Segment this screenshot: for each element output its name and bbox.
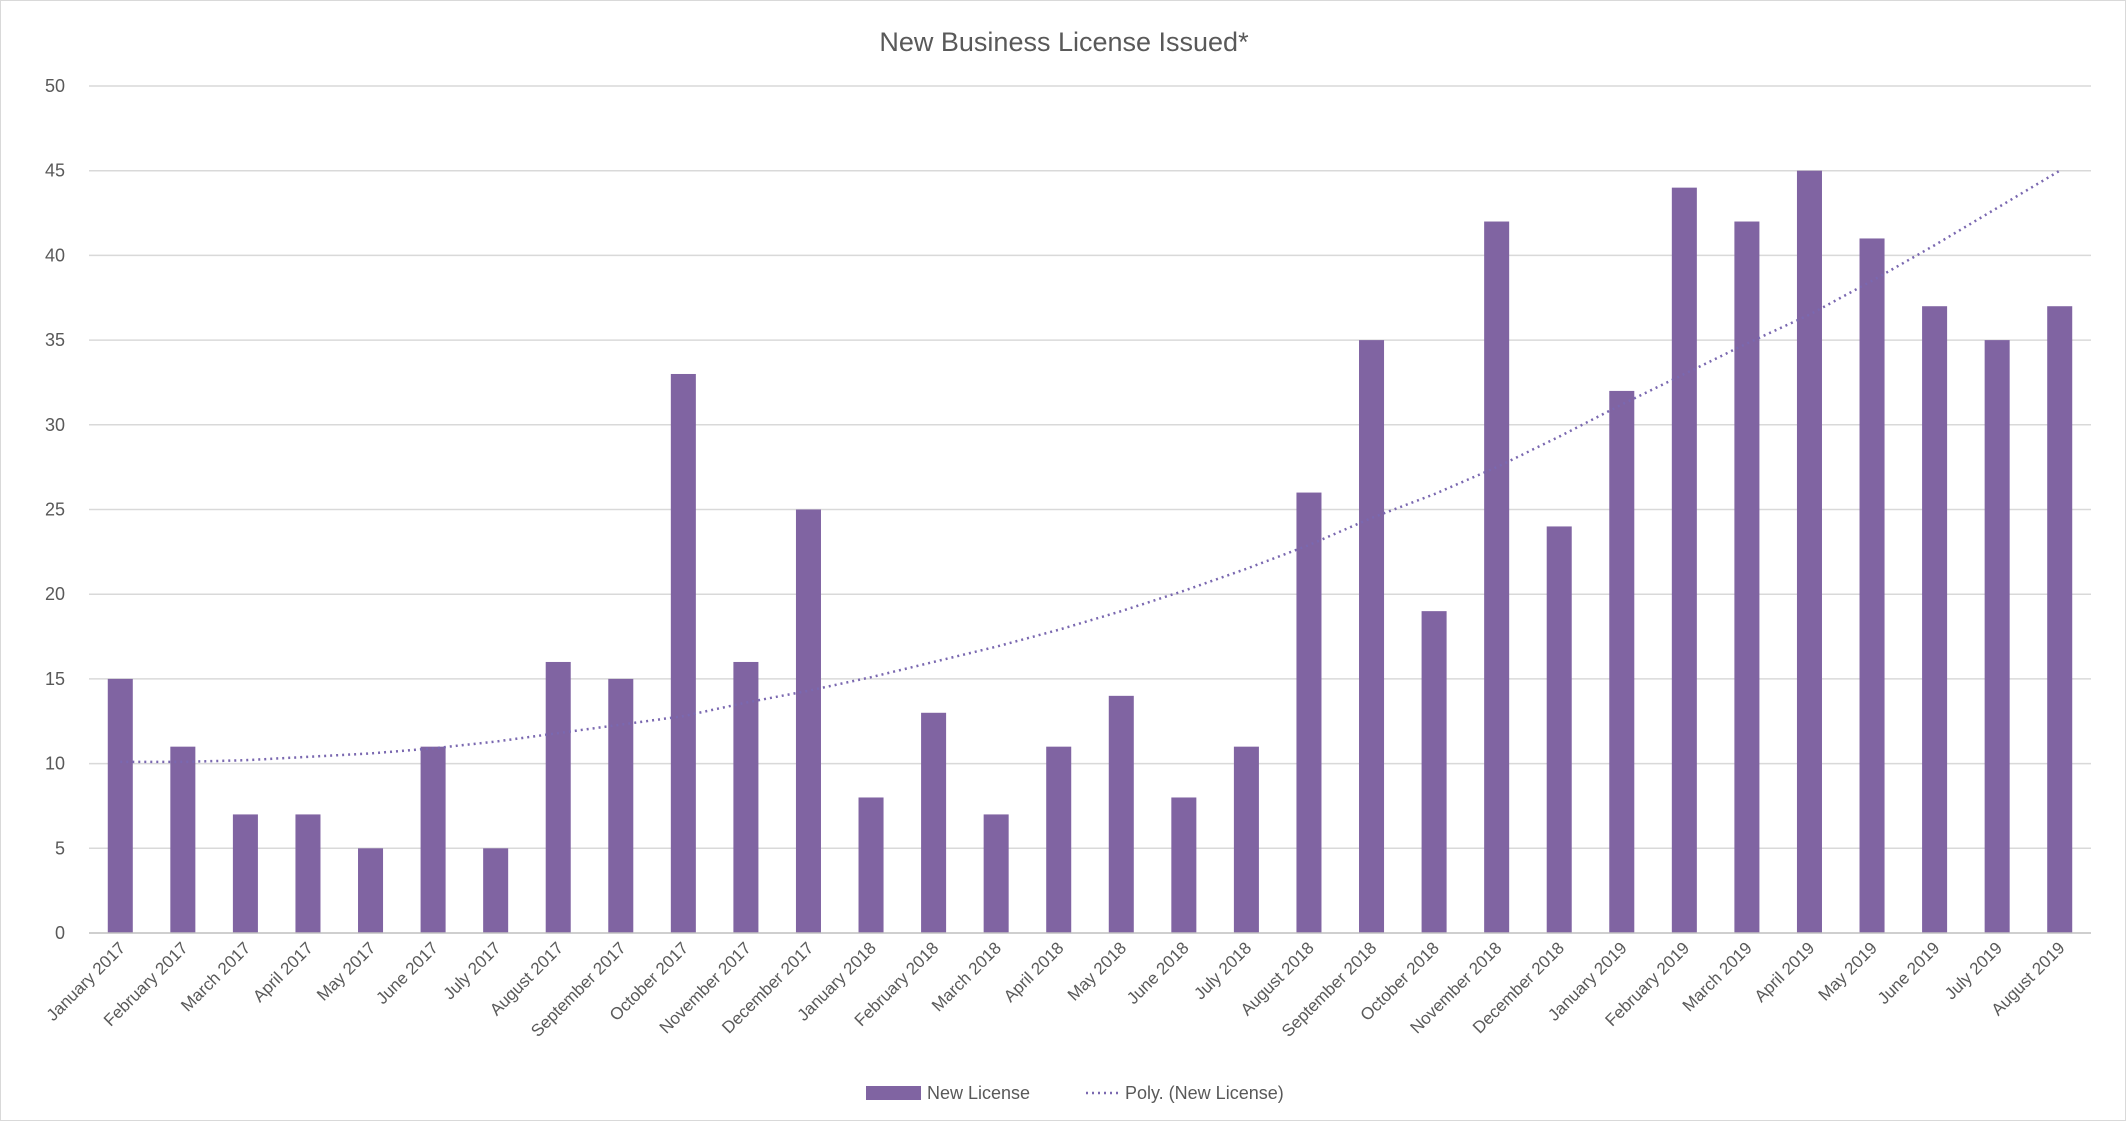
bar [608,678,634,933]
chart-title: New Business License Issued* [879,27,1249,57]
legend-swatch-new-license [866,1086,921,1100]
bar [921,712,947,933]
bar [1796,170,1822,933]
y-tick-label: 30 [45,415,65,435]
legend: New License Poly. (New License) [866,1083,1284,1103]
bar [1546,526,1572,933]
x-tick-label: June 2018 [1123,938,1193,1008]
y-axis-ticks: 0 5 10 15 20 25 30 35 40 45 50 [45,76,65,943]
x-tick-label: April 2017 [249,938,317,1006]
y-tick-label: 20 [45,584,65,604]
y-tick-label: 5 [55,838,65,858]
bar [1108,695,1134,933]
bar [1171,797,1197,933]
bar [1609,390,1635,933]
bar [2047,306,2073,934]
bar [1359,340,1385,934]
x-tick-label: May 2018 [1064,938,1130,1004]
bar [170,746,196,933]
x-tick-label: May 2017 [313,938,379,1004]
bar [1859,238,1885,933]
y-tick-label: 45 [45,161,65,181]
bar [483,848,509,933]
bar [1296,492,1322,933]
trendline [120,169,2061,764]
y-tick-label: 50 [45,76,65,96]
x-tick-label: July 2017 [440,938,505,1003]
x-tick-label: April 2018 [1000,938,1068,1006]
x-tick-label: May 2019 [1815,938,1881,1004]
x-tick-label: July 2019 [1941,938,2006,1003]
bar [545,661,571,933]
bar [858,797,884,933]
bar [358,848,384,933]
bar [1421,611,1447,933]
bar [295,814,321,933]
bar [795,509,821,933]
y-tick-label: 35 [45,330,65,350]
bar [1984,340,2010,934]
y-tick-label: 40 [45,245,65,265]
bars [107,170,2073,934]
bar [983,814,1009,933]
bar [670,373,696,934]
bar [1233,746,1259,933]
bar [232,814,258,933]
bar [733,661,759,933]
y-tick-label: 10 [45,754,65,774]
gridlines [89,85,2091,850]
y-tick-label: 25 [45,500,65,520]
x-tick-label: June 2019 [1874,938,1944,1008]
x-tick-label: June 2017 [372,938,442,1008]
trendline-layer [120,169,2061,764]
bar [1046,746,1072,933]
bar [1484,221,1510,933]
bar [1671,187,1697,933]
x-tick-label: July 2018 [1190,938,1255,1003]
bar [1734,221,1760,933]
bar [420,746,446,933]
legend-label-trendline: Poly. (New License) [1125,1083,1284,1103]
y-tick-label: 15 [45,669,65,689]
bar [1922,306,1948,934]
legend-label-new-license: New License [927,1083,1030,1103]
x-tick-label: April 2019 [1751,938,1819,1006]
y-tick-label: 0 [55,923,65,943]
bar [107,678,133,933]
